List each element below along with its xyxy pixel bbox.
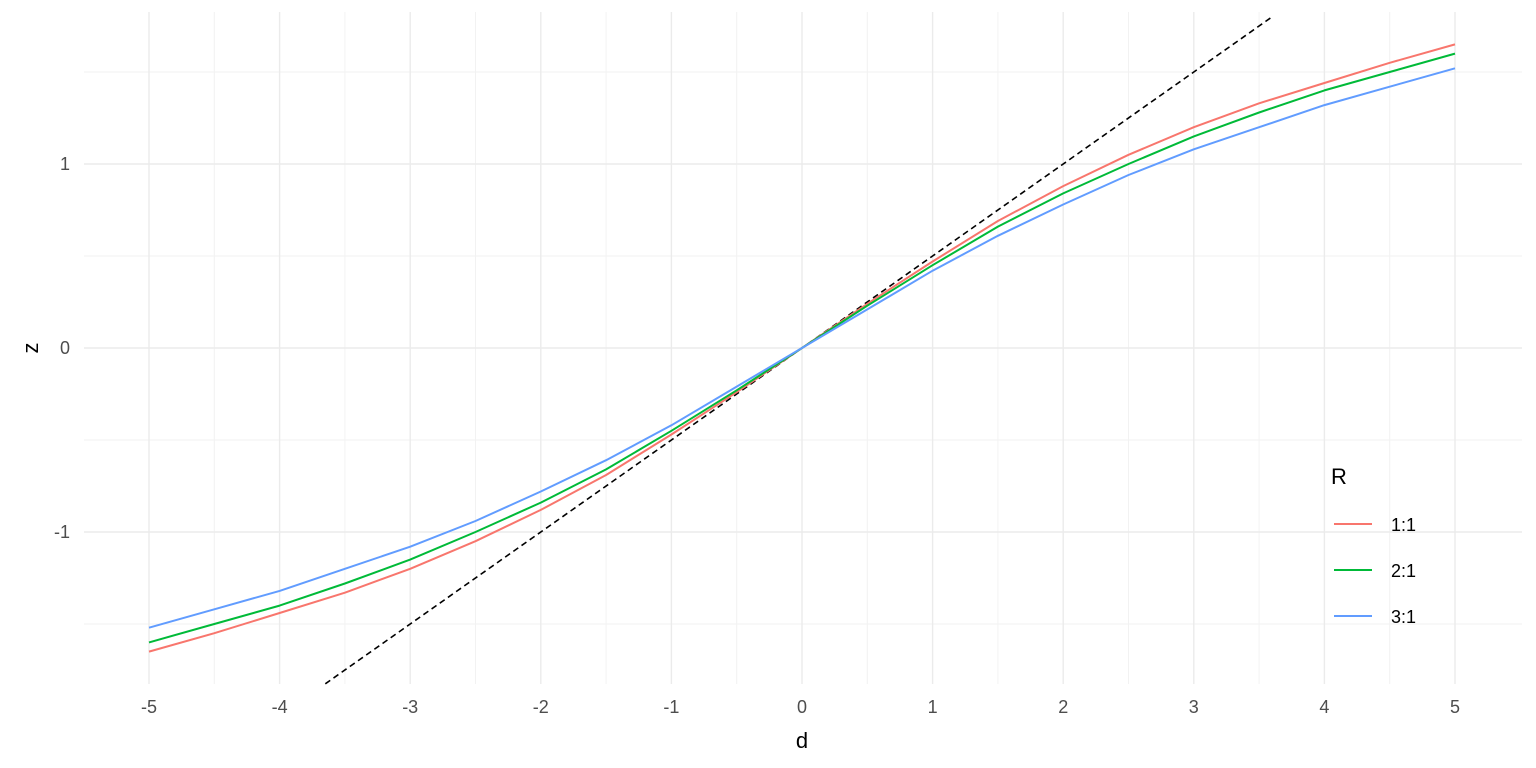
x-tick-label: -2 <box>533 697 549 717</box>
y-axis-title: z <box>18 343 43 354</box>
x-tick-label: 2 <box>1058 697 1068 717</box>
legend-label: 3:1 <box>1391 607 1416 627</box>
y-tick-label: 0 <box>60 338 70 358</box>
series-line-3-1 <box>148 67 1456 629</box>
y-tick-label: 1 <box>60 154 70 174</box>
legend-entries: 1:1 2:1 3:1 <box>1334 515 1416 627</box>
x-tick-label: 5 <box>1450 697 1460 717</box>
x-tick-label: 1 <box>928 697 938 717</box>
x-tick-label: -1 <box>663 697 679 717</box>
legend-label: 1:1 <box>1391 515 1416 535</box>
x-tick-label: 4 <box>1319 697 1329 717</box>
x-tick-label: 0 <box>797 697 807 717</box>
x-tick-label: -5 <box>141 697 157 717</box>
legend-label: 2:1 <box>1391 561 1416 581</box>
series-lines <box>148 43 1456 653</box>
legend: R 1:1 2:1 3:1 <box>1331 464 1416 627</box>
x-tick-label: 3 <box>1189 697 1199 717</box>
reference-line-group <box>324 16 1273 685</box>
x-tick-label: -4 <box>272 697 288 717</box>
y-tick-label: -1 <box>54 522 70 542</box>
reference-line <box>324 16 1273 685</box>
x-tick-label: -3 <box>402 697 418 717</box>
y-axis-tick-labels: -1 0 1 <box>54 154 70 542</box>
x-axis-title: d <box>796 728 808 753</box>
legend-title: R <box>1331 464 1347 489</box>
x-axis-tick-labels: -5 -4 -3 -2 -1 0 1 2 3 4 5 <box>141 697 1460 717</box>
